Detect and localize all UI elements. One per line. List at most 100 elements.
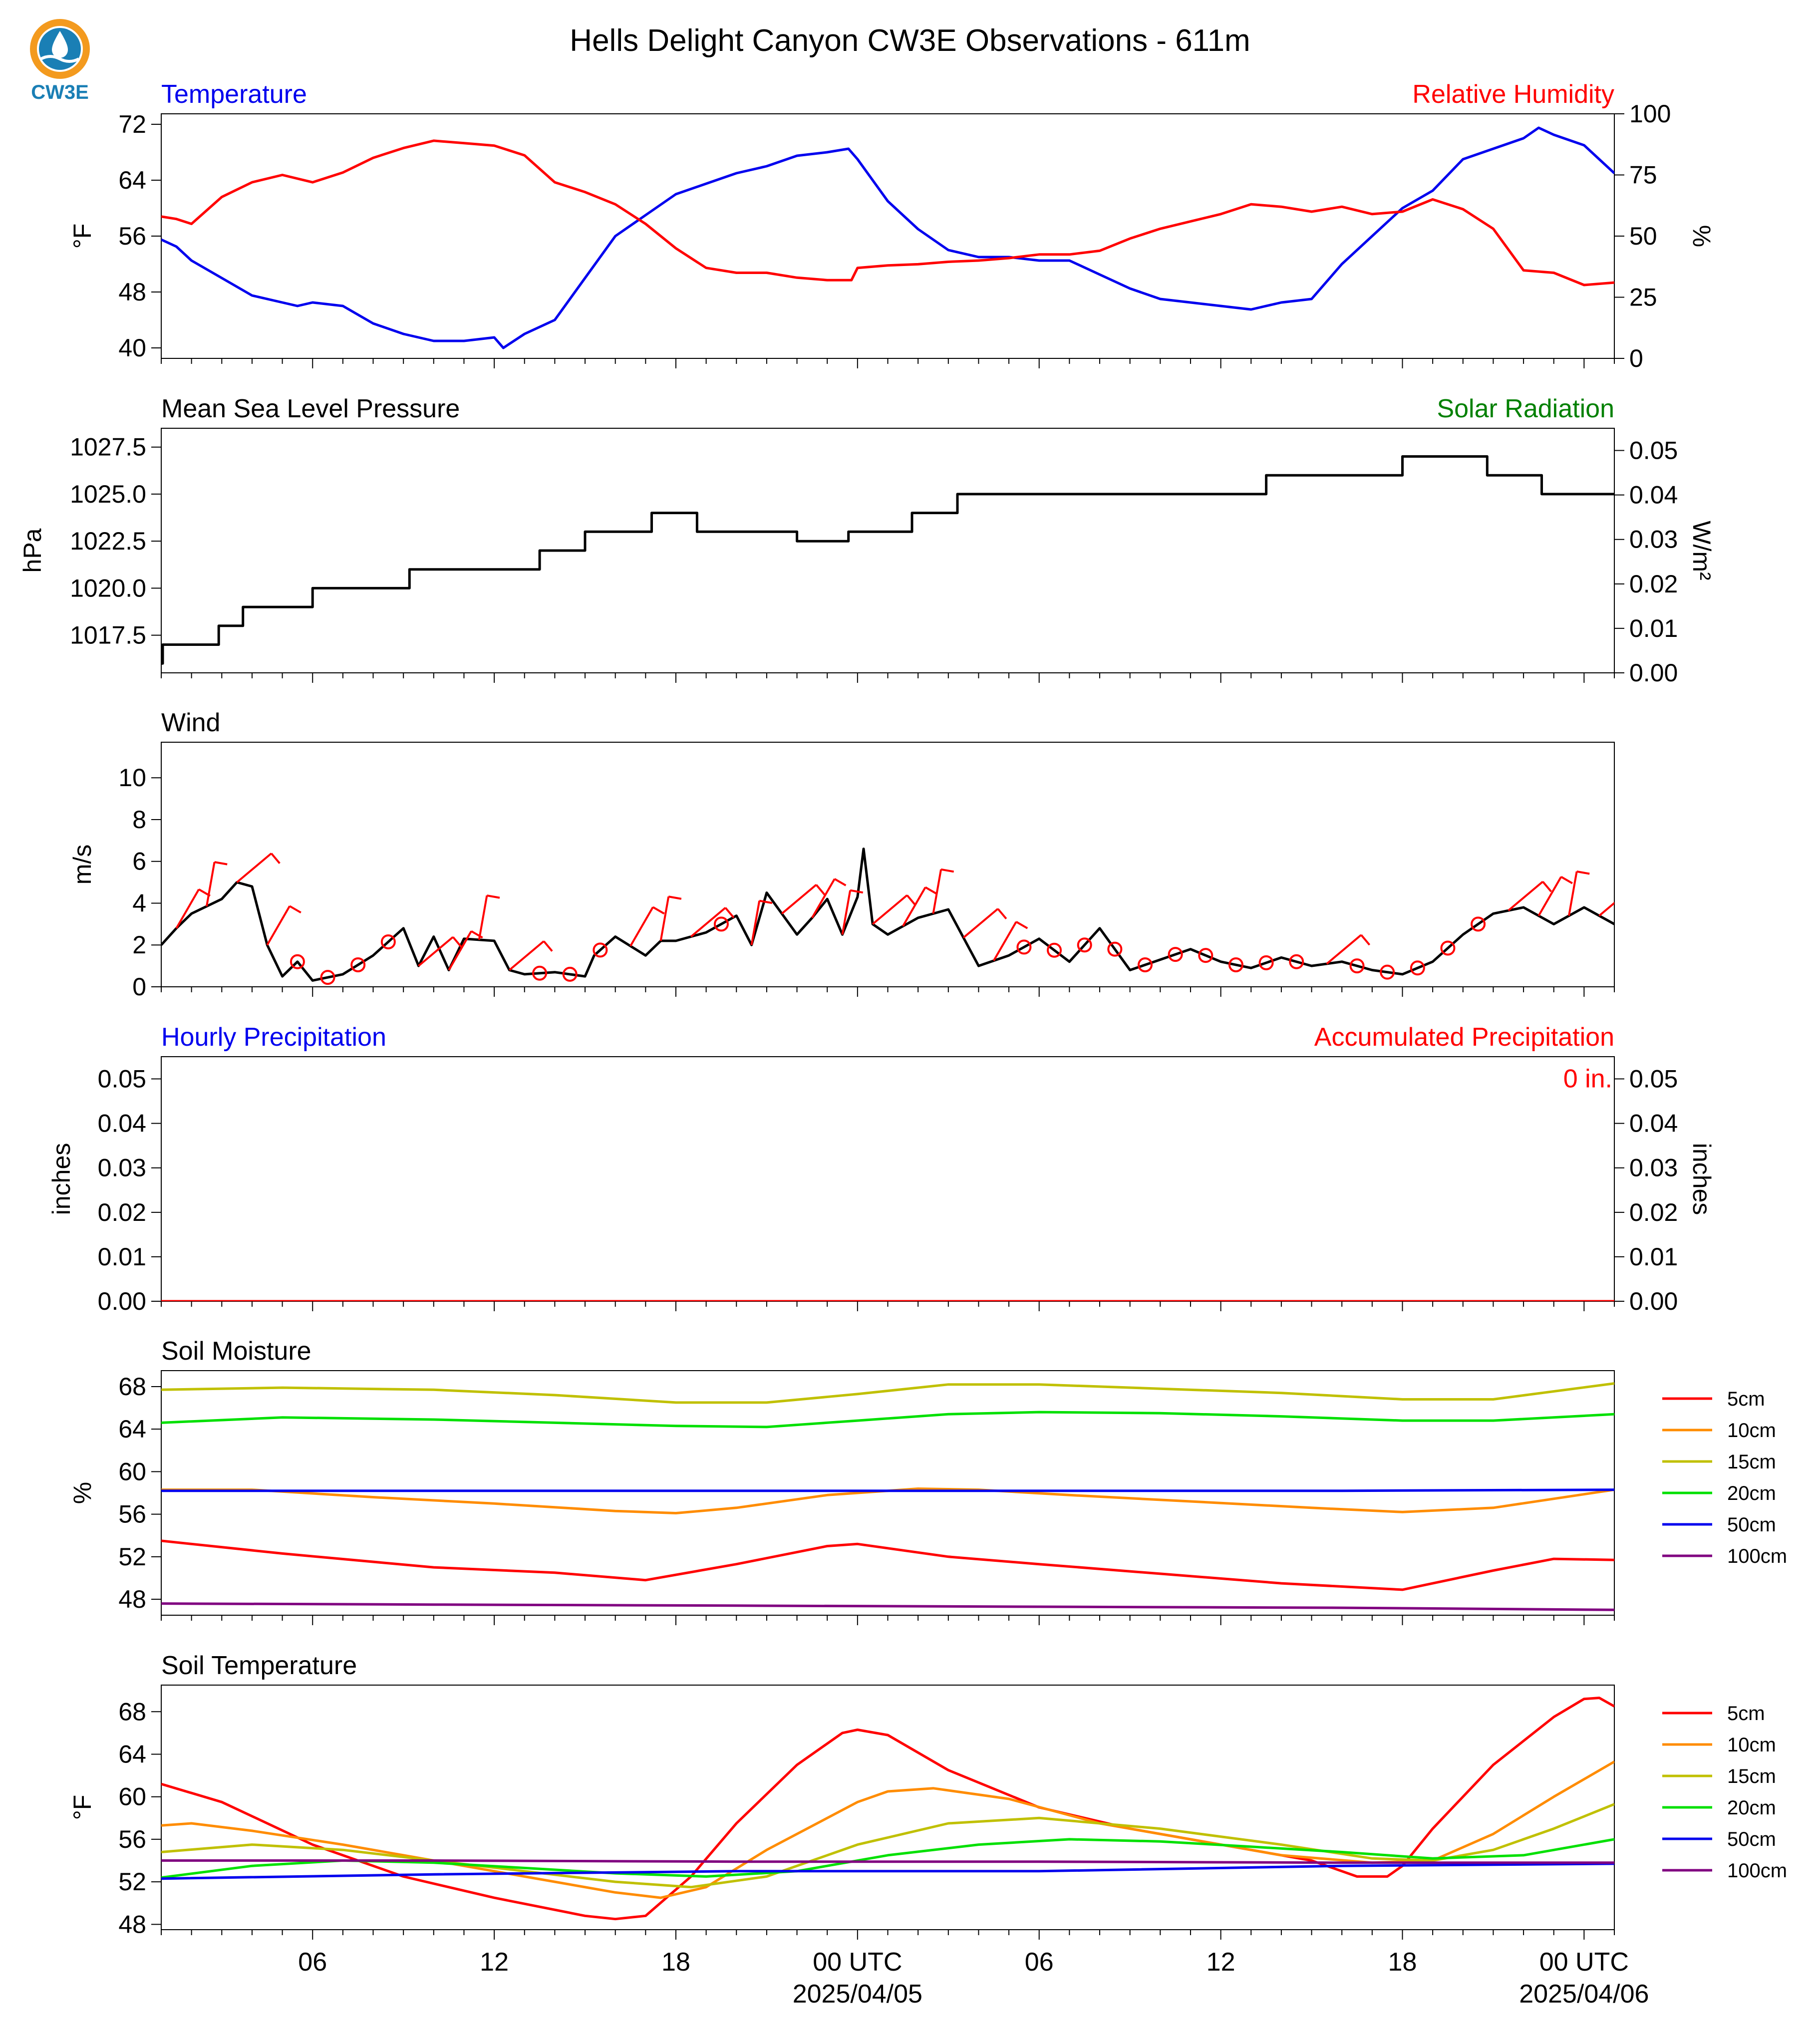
y-axis-label-right: inches bbox=[1688, 1143, 1716, 1215]
y-tick-label-left: 48 bbox=[118, 278, 146, 306]
wind-barb-calm bbox=[1168, 947, 1183, 962]
x-tick-label: 18 bbox=[661, 1948, 690, 1977]
wind-barb-flag bbox=[924, 886, 937, 895]
wind-barb-calm bbox=[1440, 940, 1456, 956]
y-tick-label-right: 75 bbox=[1629, 161, 1657, 189]
wind-barb bbox=[902, 886, 926, 927]
y-axis-label-right: % bbox=[1688, 225, 1716, 247]
x-tick-label: 06 bbox=[1025, 1948, 1054, 1977]
wind-barb-flag bbox=[1560, 875, 1573, 884]
wind-barb bbox=[266, 905, 291, 946]
x-tick-label: 00 UTC bbox=[1539, 1948, 1629, 1977]
y-tick-label-left: 64 bbox=[118, 1740, 146, 1768]
wind-barb-flag bbox=[487, 894, 500, 899]
series-group bbox=[161, 455, 1614, 665]
logo-drop-icon bbox=[52, 31, 68, 58]
accumulated-precip-label: 0 in. bbox=[1563, 1065, 1612, 1094]
y-tick-label-left: 52 bbox=[118, 1868, 146, 1896]
y-tick-label-right: 0.01 bbox=[1629, 614, 1678, 642]
wind-barb-calm bbox=[1349, 958, 1365, 974]
y-tick-label-left: 56 bbox=[118, 1825, 146, 1853]
wind-barb bbox=[932, 869, 942, 914]
wind-barb-calm bbox=[350, 957, 366, 973]
y-tick-label-left: 48 bbox=[118, 1910, 146, 1938]
y-tick-label-left: 8 bbox=[132, 806, 146, 834]
y-tick-label-right: 0.01 bbox=[1629, 1243, 1678, 1271]
y-tick-label-right: 0.03 bbox=[1629, 1154, 1678, 1182]
cw3e-logo: CW3E bbox=[30, 19, 90, 103]
legend-label: 50cm bbox=[1727, 1514, 1776, 1536]
y-axis-label-left: hPa bbox=[18, 528, 46, 573]
wind-barb-flag bbox=[759, 899, 773, 904]
y-tick-label-right: 0.04 bbox=[1629, 481, 1678, 509]
wind-barb-flag bbox=[452, 936, 462, 948]
wind-barb bbox=[478, 895, 488, 940]
legend-label: 15cm bbox=[1727, 1451, 1776, 1473]
wind-barb bbox=[781, 884, 817, 914]
y-tick-label-left: 10 bbox=[118, 764, 146, 792]
y-tick-label-right: 0 bbox=[1629, 344, 1643, 372]
y-tick-label-left: 0.00 bbox=[98, 1287, 146, 1315]
y-tick-label-right: 0.02 bbox=[1629, 570, 1678, 598]
wind-barb-calm bbox=[1289, 954, 1304, 969]
y-tick-label-left: 72 bbox=[118, 110, 146, 138]
y-axis-label-left: m/s bbox=[68, 845, 96, 885]
wind-barb-flag bbox=[850, 889, 864, 894]
wind-barb-flag bbox=[1360, 934, 1371, 946]
wind-barb bbox=[1537, 876, 1562, 916]
panel-title-left: Hourly Precipitation bbox=[161, 1023, 386, 1052]
y-tick-label-left: 0.02 bbox=[98, 1198, 146, 1226]
wind-barb-calm bbox=[1047, 942, 1062, 958]
y-tick-label-left: 60 bbox=[118, 1457, 146, 1485]
legend-label: 100cm bbox=[1727, 1545, 1787, 1567]
wind-barb bbox=[205, 862, 216, 907]
legend-label: 5cm bbox=[1727, 1388, 1765, 1410]
wind-barb-calm bbox=[1016, 939, 1032, 955]
series-line-100cm bbox=[161, 1859, 1614, 1864]
x-tick-label: 18 bbox=[1388, 1948, 1417, 1977]
series-line-50cm bbox=[161, 1488, 1614, 1492]
panel-temp_rh: Temperature Relative Humidity 40 48 56 64 72 0 2… bbox=[68, 80, 1716, 372]
wind-barb-flag bbox=[940, 868, 954, 873]
panel-wind: Wind 0 2 4 6 8 10 m/s bbox=[68, 708, 1615, 1001]
y-tick-label-left: 0.05 bbox=[98, 1065, 146, 1093]
y-tick-label-left: 1020.0 bbox=[70, 574, 146, 602]
panel-title-left: Soil Temperature bbox=[161, 1651, 357, 1680]
wind-barb bbox=[811, 878, 836, 918]
wind-barb-calm bbox=[1258, 955, 1274, 970]
y-tick-label-left: 0.01 bbox=[98, 1243, 146, 1271]
panel-title-left: Soil Moisture bbox=[161, 1337, 311, 1366]
page-title: Hells Delight Canyon CW3E Observations -… bbox=[570, 23, 1250, 58]
y-tick-label-left: 0.03 bbox=[98, 1154, 146, 1182]
wind-barb-calm bbox=[593, 942, 608, 958]
wind-barb-flag bbox=[271, 853, 281, 864]
series-line-100cm bbox=[161, 1602, 1614, 1611]
y-axis-label-left: °F bbox=[68, 1795, 96, 1820]
wind-barb bbox=[659, 896, 670, 941]
y-tick-label-left: 56 bbox=[118, 222, 146, 250]
y-axis-label-left: inches bbox=[47, 1143, 75, 1215]
panel-precip: Hourly Precipitation Accumulated Precipit… bbox=[47, 1023, 1716, 1315]
wind-barb-flag bbox=[543, 940, 553, 952]
y-tick-label-right: 0.04 bbox=[1629, 1110, 1678, 1138]
series-group bbox=[161, 1697, 1614, 1921]
y-tick-label-left: 0 bbox=[132, 973, 146, 1001]
wind-barb-calm bbox=[290, 954, 305, 969]
wind-barb bbox=[872, 894, 908, 925]
panel-title-right: Solar Radiation bbox=[1437, 394, 1614, 423]
y-axis-label-right: W/m² bbox=[1688, 521, 1716, 580]
legend-label: 20cm bbox=[1727, 1482, 1776, 1504]
x-tick-label: 06 bbox=[298, 1948, 327, 1977]
series-line-20cm bbox=[161, 1838, 1614, 1879]
panel-soil_moisture: Soil Moisture 48 52 56 60 64 68% 5cm 10cm 15cm 20c… bbox=[68, 1337, 1787, 1625]
panels: Temperature Relative Humidity404856647202… bbox=[18, 80, 1787, 2009]
series-line-15cm bbox=[161, 1382, 1614, 1404]
wind-barb bbox=[1598, 901, 1614, 917]
y-tick-label-left: 1027.5 bbox=[70, 433, 146, 461]
y-tick-label-right: 0.02 bbox=[1629, 1198, 1678, 1226]
y-tick-label-left: 2 bbox=[132, 931, 146, 959]
wind-barb bbox=[1508, 880, 1543, 911]
series-line-relative-humidity bbox=[161, 139, 1614, 287]
